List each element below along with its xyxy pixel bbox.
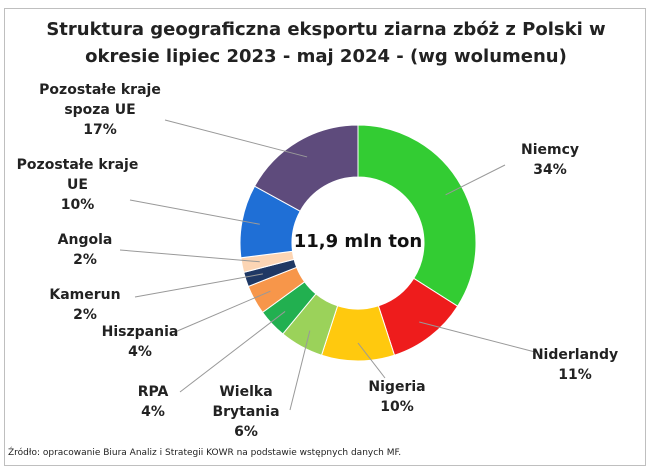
slice-label: Kamerun 2%: [40, 285, 130, 325]
slice-label: Wielka Brytania 6%: [200, 382, 292, 442]
value-label: 10%: [380, 399, 414, 415]
category-label: Wielka Brytania: [212, 384, 280, 420]
category-label: Niemcy: [520, 142, 580, 158]
slice-label: RPA 4%: [128, 382, 178, 422]
value-label: 2%: [73, 252, 97, 268]
leader-line: [357, 342, 386, 379]
value-label: 2%: [73, 307, 97, 323]
leader-line: [289, 330, 311, 411]
value-label: 34%: [533, 162, 567, 178]
leader-line: [445, 164, 506, 196]
category-label: Niderlandy: [531, 347, 619, 363]
slice-label: Angola 2%: [50, 230, 120, 270]
category-label: Nigeria: [368, 379, 426, 395]
category-label: Hiszpania: [101, 324, 179, 340]
leader-line: [179, 311, 286, 393]
leader-line: [119, 249, 260, 263]
value-label: 4%: [128, 344, 152, 360]
center-label: 11,9 mln ton: [293, 231, 423, 252]
value-label: 17%: [83, 122, 117, 138]
slice-label: Hiszpania 4%: [100, 322, 180, 362]
category-label: Angola: [57, 232, 113, 248]
donut-slice: [253, 124, 359, 212]
source-note: Źródło: opracowanie Biura Analiz i Strat…: [8, 448, 402, 458]
category-label: Pozostałe kraje UE: [16, 157, 139, 193]
slice-label: Pozostałe kraje spoza UE 17%: [25, 80, 175, 140]
category-label: RPA: [137, 384, 169, 400]
slice-label: Niderlandy 11%: [520, 345, 630, 385]
value-label: 6%: [234, 424, 258, 440]
leader-line: [129, 199, 260, 225]
leader-line: [134, 273, 263, 298]
value-label: 4%: [141, 404, 165, 420]
leader-line: [174, 290, 271, 333]
leader-line: [164, 119, 308, 158]
slice-label: Pozostałe kraje UE 10%: [10, 155, 145, 215]
category-label: Kamerun: [49, 287, 121, 303]
slice-label: Nigeria 10%: [352, 377, 442, 417]
category-label: Pozostałe kraje spoza UE: [39, 82, 161, 118]
leader-line: [419, 321, 536, 353]
slice-label: Niemcy 34%: [505, 140, 595, 180]
value-label: 10%: [60, 197, 95, 213]
value-label: 11%: [558, 367, 592, 383]
chart-title: Struktura geograficzna eksportu ziarna z…: [46, 19, 606, 67]
chart-frame: [4, 8, 646, 466]
donut-slice: [357, 124, 477, 307]
